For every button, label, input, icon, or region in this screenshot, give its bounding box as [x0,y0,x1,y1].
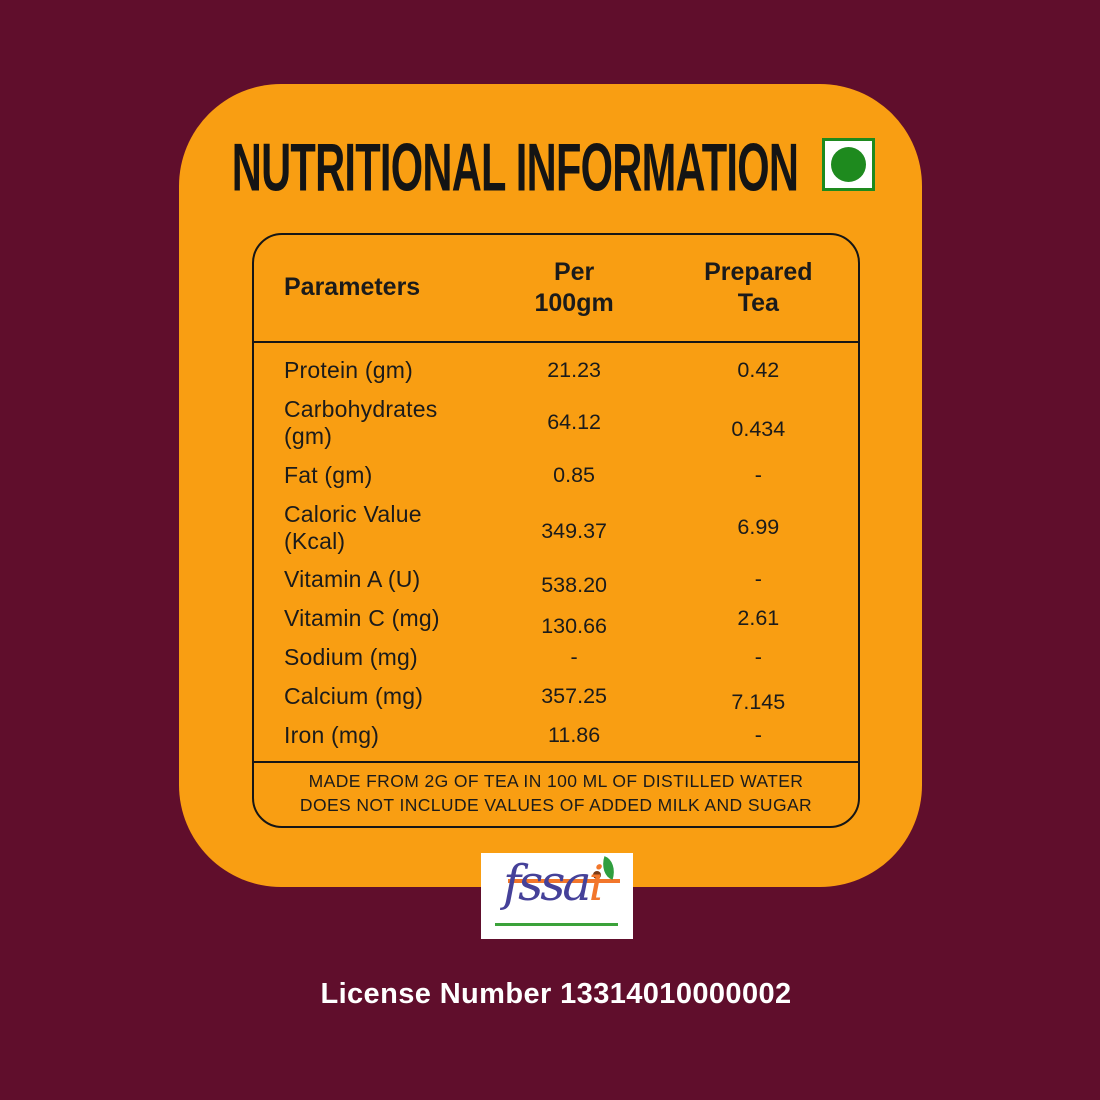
fssai-text-i: i [588,855,605,912]
nutrition-card: NUTRITIONAL INFORMATION Parameters Per 1… [179,84,922,887]
fssai-logo: fssai [481,853,633,939]
per-100gm-cell: 357.25 [541,684,607,709]
veg-dot-icon [831,147,866,182]
per-100gm-cell: 21.23 [547,357,602,382]
veg-mark-icon [822,138,875,191]
parameter-cell: Vitamin A (U) [284,566,421,593]
parameter-cell: Iron (mg) [284,721,380,748]
table-row: Sodium (mg) - - [254,644,858,671]
table-header-row: Parameters Per 100gm Prepared Tea [254,235,858,343]
nutrition-table: Parameters Per 100gm Prepared Tea Protei… [252,233,860,828]
prepared-tea-cell: 0.42 [737,357,780,382]
page-title: NUTRITIONAL INFORMATION [231,129,798,206]
card-header: NUTRITIONAL INFORMATION [179,129,922,206]
per-100gm-cell: 0.85 [553,462,596,487]
parameter-cell: Protein (gm) [284,356,413,383]
column-header-prepared-tea: Prepared Tea [704,257,813,317]
table-row: Iron (mg) 11.86 - [254,722,858,749]
footnote-line-1: MADE FROM 2G OF TEA IN 100 ML OF DISTILL… [308,771,804,791]
table-row: Vitamin A (U) 538.20 - [254,566,858,597]
per-100gm-cell: 64.12 [547,410,602,435]
parameter-cell: Caloric Value (Kcal) [284,500,422,554]
license-number: License Number 13314010000002 [320,978,792,1010]
table-row: Calcium (mg) 357.25 7.145 [254,683,858,714]
footnote-line-2: DOES NOT INCLUDE VALUES OF ADDED MILK AN… [299,795,813,815]
per-100gm-cell: 349.37 [541,519,607,544]
table-footnote: MADE FROM 2G OF TEA IN 100 ML OF DISTILL… [254,761,858,826]
prepared-tea-cell: 7.145 [731,690,786,715]
table-row: Vitamin C (mg) 130.66 2.61 [254,605,858,638]
fssai-wordmark: fssai [503,855,605,914]
prepared-tea-cell: 2.61 [737,606,780,631]
fssai-text-main: fssa [503,855,592,912]
column-header-per-100gm: Per 100gm [534,257,614,317]
parameter-cell: Fat (gm) [284,461,373,488]
per-100gm-cell: 11.86 [548,722,601,747]
per-100gm-cell: 130.66 [541,614,607,639]
parameter-cell: Calcium (mg) [284,683,424,710]
prepared-tea-cell: - [754,722,762,747]
leaf-icon [598,856,619,880]
per-100gm-cell: 538.20 [541,573,607,598]
table-row: Carbohydrates (gm) 64.12 0.434 [254,396,858,450]
prepared-tea-cell: 6.99 [737,515,780,540]
parameter-cell: Carbohydrates (gm) [284,395,438,449]
per-100gm-cell: - [570,645,578,670]
prepared-tea-cell: - [754,645,762,670]
parameter-cell: Sodium (mg) [284,644,418,671]
fssai-orange-bar [508,879,620,883]
table-row: Fat (gm) 0.85 - [254,462,858,489]
table-row: Protein (gm) 21.23 0.42 [254,357,858,384]
fssai-seed-dot-icon [593,871,601,879]
prepared-tea-cell: 0.434 [731,417,786,442]
table-body: Protein (gm) 21.23 0.42 Carbohydrates (g… [254,343,858,761]
table-row: Caloric Value (Kcal) 349.37 6.99 [254,501,858,555]
prepared-tea-cell: - [754,567,762,592]
parameter-cell: Vitamin C (mg) [284,605,440,632]
column-header-parameters: Parameters [284,273,421,302]
fssai-green-underline [495,923,618,926]
prepared-tea-cell: - [754,462,762,487]
